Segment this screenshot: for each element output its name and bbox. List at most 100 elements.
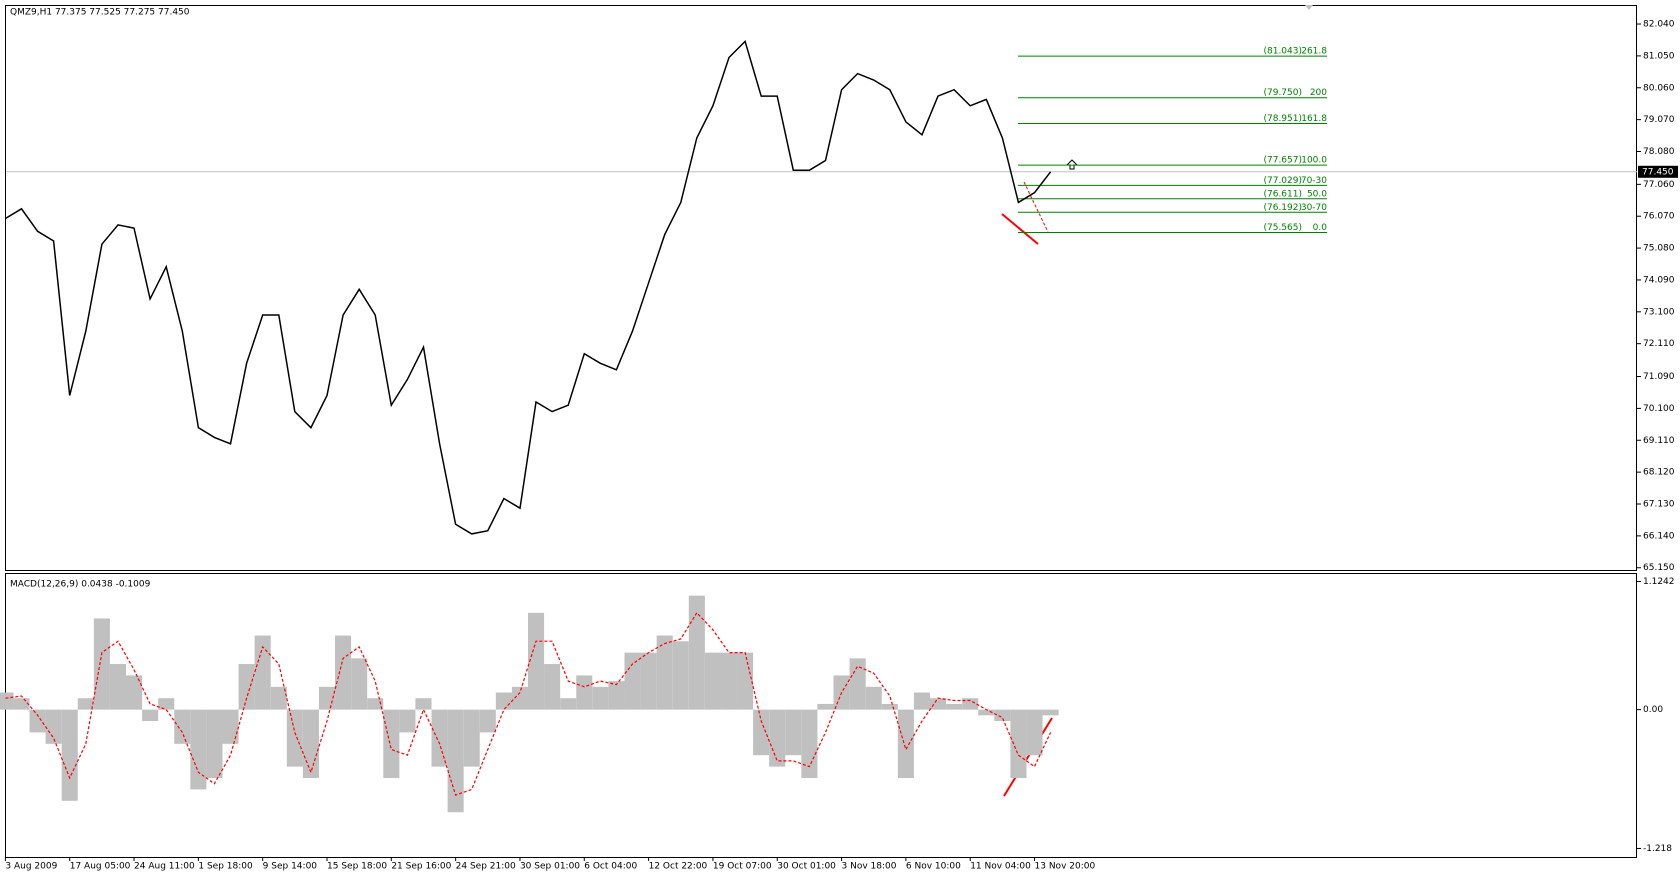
macd-bar xyxy=(45,709,62,744)
macd-bar xyxy=(865,686,882,710)
y-tick-label: 1.1242 xyxy=(1643,577,1675,587)
macd-trend-line xyxy=(1003,717,1053,797)
macd-bar xyxy=(126,675,143,710)
macd-bar xyxy=(29,709,46,733)
macd-bar xyxy=(817,703,834,710)
macd-bar xyxy=(946,703,963,710)
x-tick-label: 6 Nov 10:00 xyxy=(906,862,961,872)
macd-bar xyxy=(174,709,191,744)
y-tick-label: 74.090 xyxy=(1643,275,1675,285)
x-tick-label: 12 Oct 22:00 xyxy=(649,862,708,872)
x-tick-label: 15 Sep 18:00 xyxy=(327,862,387,872)
macd-bar xyxy=(930,698,947,710)
x-tick-label: 19 Oct 07:00 xyxy=(713,862,772,872)
y-tick-label: 79.070 xyxy=(1643,115,1675,125)
macd-bar xyxy=(688,595,705,710)
macd-bar xyxy=(624,652,641,710)
macd-bar xyxy=(399,709,416,733)
macd-bar xyxy=(286,709,303,767)
x-tick-label: 30 Sep 01:00 xyxy=(520,862,580,872)
macd-bar xyxy=(978,709,995,716)
macd-bar xyxy=(656,635,673,710)
fib-level-label: 261.8 xyxy=(1301,47,1327,57)
macd-bar xyxy=(302,709,319,779)
last-price-box xyxy=(1638,165,1678,178)
fib-price-label: (75.565) xyxy=(1263,223,1302,233)
price-line xyxy=(5,39,1052,535)
macd-bar xyxy=(77,698,94,710)
fib-level-label: 161.8 xyxy=(1301,114,1327,124)
macd-bar xyxy=(351,658,368,710)
macd-bar xyxy=(737,652,754,710)
macd-bar xyxy=(479,709,496,733)
macd-bar xyxy=(560,698,577,710)
macd-bar xyxy=(720,652,738,710)
macd-bar xyxy=(511,686,528,710)
fib-price-label: (78.951) xyxy=(1263,114,1302,124)
macd-bar xyxy=(270,686,287,710)
macd-bar xyxy=(881,703,898,710)
macd-bar xyxy=(93,618,110,710)
last-price-label: 77.450 xyxy=(1642,167,1674,177)
macd-bar xyxy=(962,698,979,710)
fib-level-label: 30-70 xyxy=(1301,203,1327,213)
x-tick-label: 3 Nov 18:00 xyxy=(842,862,897,872)
macd-bar xyxy=(254,635,271,710)
fib-level-label: 200 xyxy=(1310,88,1327,98)
y-tick-label: 80.060 xyxy=(1643,83,1675,93)
y-tick-label: 76.070 xyxy=(1643,212,1675,222)
y-tick-label: -1.218 xyxy=(1643,844,1672,854)
fib-level-label: 50.0 xyxy=(1307,189,1327,199)
price-panel xyxy=(5,5,1637,571)
y-tick-label: 77.060 xyxy=(1643,180,1675,190)
x-tick-label: 17 Aug 05:00 xyxy=(70,862,131,872)
x-tick-label: 6 Oct 04:00 xyxy=(584,862,637,872)
macd-bar xyxy=(672,641,689,710)
macd-bar xyxy=(913,692,930,710)
macd-bar xyxy=(1042,709,1059,716)
fib-price-label: (76.611) xyxy=(1263,189,1302,199)
trend-line-dashed xyxy=(1023,181,1049,233)
macd-bar xyxy=(1026,709,1043,756)
y-tick-label: 66.140 xyxy=(1643,531,1675,541)
fib-price-label: (79.750) xyxy=(1263,88,1302,98)
macd-bar xyxy=(849,658,866,710)
macd-bar xyxy=(1010,709,1027,779)
macd-bar xyxy=(318,686,336,710)
macd-bar xyxy=(544,664,561,710)
macd-bar xyxy=(463,709,480,767)
macd-bar xyxy=(592,686,609,710)
y-tick-label: 65.150 xyxy=(1643,563,1675,573)
macd-bar xyxy=(142,709,159,722)
y-tick-label: 0.00 xyxy=(1643,705,1663,715)
macd-bar xyxy=(753,709,770,756)
macd-bar xyxy=(431,709,448,767)
macd-bar xyxy=(13,698,30,710)
x-tick-label: 9 Sep 14:00 xyxy=(263,862,318,872)
x-tick-label: 24 Sep 21:00 xyxy=(456,862,516,872)
macd-bar xyxy=(897,709,914,779)
signal-line xyxy=(5,611,1052,796)
macd-bar xyxy=(190,709,207,790)
y-tick-label: 69.110 xyxy=(1643,436,1675,446)
macd-bar xyxy=(801,709,818,779)
x-tick-label: 1 Sep 18:00 xyxy=(198,862,253,872)
macd-bar xyxy=(785,709,802,756)
macd-bar xyxy=(640,652,657,710)
y-tick-label: 73.100 xyxy=(1643,307,1675,317)
macd-bar xyxy=(528,612,545,710)
shift-marker xyxy=(1305,5,1313,10)
macd-bar xyxy=(383,709,400,779)
macd-bar xyxy=(495,692,512,710)
macd-bar xyxy=(0,692,14,710)
macd-bar xyxy=(608,681,625,710)
macd-bar xyxy=(576,675,593,710)
fib-price-label: (76.192) xyxy=(1263,203,1302,213)
y-tick-label: 70.100 xyxy=(1643,404,1675,414)
macd-bar xyxy=(238,664,255,710)
x-tick-label: 24 Aug 11:00 xyxy=(134,862,195,872)
macd-title: MACD(12,26,9) 0.0438 -0.1009 xyxy=(10,580,151,590)
macd-bar xyxy=(367,698,384,710)
x-tick-label: 21 Sep 16:00 xyxy=(391,862,451,872)
